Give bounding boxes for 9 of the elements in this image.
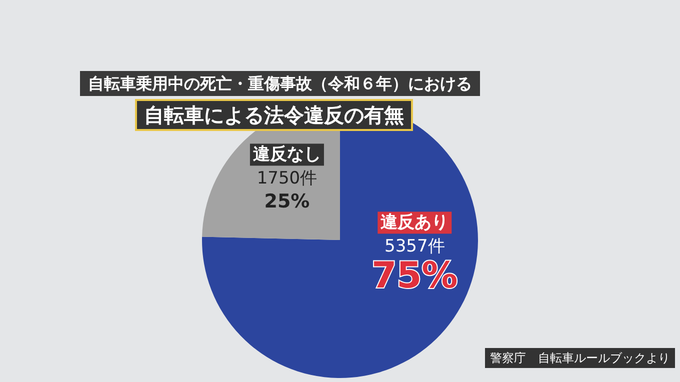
subtitle: 自転車による法令違反の有無: [135, 99, 413, 131]
chart-subtitle: 自転車による法令違反の有無: [144, 103, 404, 127]
title: 自転車乗用中の死亡・重傷事故（令和６年）における: [80, 71, 480, 96]
slice-label: 違反あり: [380, 212, 449, 233]
data-label: 1750件: [256, 168, 318, 189]
source: 警察庁 自転車ルールブックより: [485, 348, 675, 368]
slice-label: 違反なし: [252, 144, 321, 165]
chart-title: 自転車乗用中の死亡・重傷事故（令和６年）における: [88, 74, 472, 93]
data-label: 5357件: [384, 236, 445, 257]
